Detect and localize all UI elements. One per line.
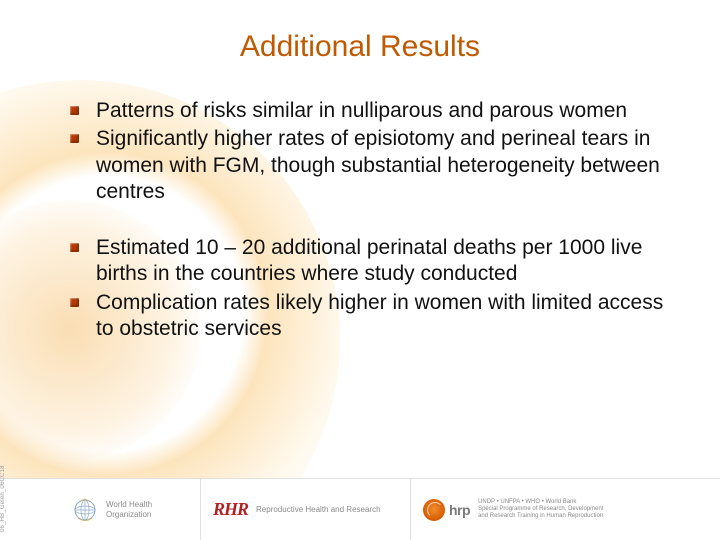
- group-gap: [70, 207, 670, 235]
- slide-container: Additional Results Patterns of risks sim…: [0, 0, 720, 540]
- hrp-logo-text: hrp: [449, 502, 470, 518]
- rhr-label: Reproductive Health and Research: [256, 505, 381, 515]
- hrp-line2: Special Programme of Research, Developme…: [478, 506, 603, 513]
- hrp-line3: and Research Training in Human Reproduct…: [478, 513, 603, 520]
- who-logo-icon: [72, 497, 98, 523]
- who-label: World Health Organization: [106, 500, 188, 519]
- footer-block-who: World Health Organization: [0, 479, 200, 540]
- bullet-item: Complication rates likely higher in wome…: [70, 290, 670, 343]
- hrp-logo-icon: hrp: [423, 499, 470, 521]
- hrp-label: UNDP • UNFPA • WHO • World Bank Special …: [478, 499, 603, 521]
- slide-title: Additional Results: [40, 30, 680, 64]
- footer-bar: World Health Organization RHR Reproducti…: [0, 478, 720, 540]
- bullet-item: Patterns of risks similar in nulliparous…: [70, 98, 670, 124]
- rhr-logo-icon: RHR: [213, 499, 248, 520]
- bullet-group-1: Patterns of risks similar in nulliparous…: [70, 98, 670, 205]
- slide-content: Patterns of risks similar in nulliparous…: [40, 98, 680, 342]
- footer-block-hrp: hrp UNDP • UNFPA • WHO • World Bank Spec…: [410, 479, 720, 540]
- hrp-line1: UNDP • UNFPA • WHO • World Bank: [478, 499, 603, 506]
- bullet-item: Significantly higher rates of episiotomy…: [70, 126, 670, 205]
- hrp-logo-mark-icon: [423, 499, 445, 521]
- bullet-item: Estimated 10 – 20 additional perinatal d…: [70, 235, 670, 288]
- footer-block-rhr: RHR Reproductive Health and Research: [200, 479, 410, 540]
- vertical-code-label: 06_HB_Gelen_06CC18: [0, 465, 6, 532]
- rhr-logo-text: RHR: [213, 499, 248, 519]
- bullet-group-2: Estimated 10 – 20 additional perinatal d…: [70, 235, 670, 342]
